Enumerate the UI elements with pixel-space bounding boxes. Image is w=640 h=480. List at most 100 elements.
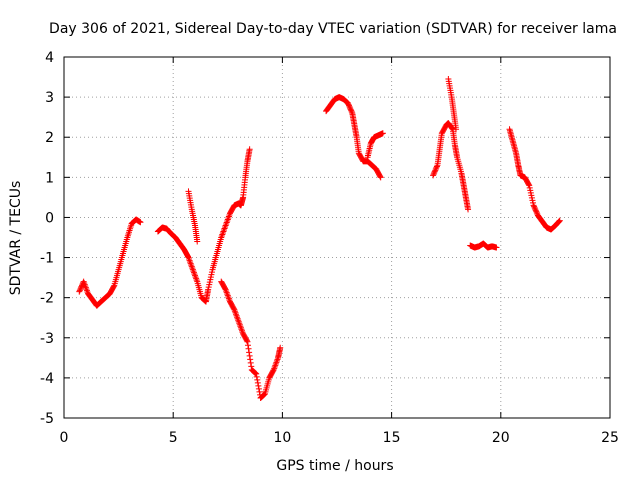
data-point [78, 283, 85, 290]
data-point [194, 238, 201, 245]
data-point [253, 373, 260, 380]
data-point [347, 105, 354, 112]
data-point [431, 169, 438, 176]
data-point [247, 356, 254, 363]
data-point [184, 253, 191, 260]
data-point [532, 207, 539, 214]
data-point [377, 174, 384, 181]
data-point [247, 359, 254, 366]
data-point [433, 164, 440, 171]
data-point [526, 184, 533, 191]
data-point [453, 126, 460, 133]
data-point [348, 107, 355, 114]
data-point [244, 338, 251, 345]
data-point [245, 345, 252, 352]
y-tick-label: -5 [40, 411, 54, 427]
data-point [205, 284, 212, 291]
y-tick-label: -1 [40, 251, 54, 267]
data-point [230, 305, 237, 312]
data-point [255, 382, 262, 389]
data-point [202, 298, 209, 305]
y-tick-label: -2 [40, 291, 54, 307]
data-point [254, 376, 261, 383]
data-point [432, 167, 439, 174]
data-point [430, 171, 437, 178]
data-point [433, 163, 440, 170]
data-point [206, 279, 213, 286]
data-point [260, 391, 267, 398]
chart-title: Day 306 of 2021, Sidereal Day-to-day VTE… [49, 21, 617, 37]
data-point [531, 204, 538, 211]
x-tick-label: 20 [492, 430, 510, 446]
data-point [525, 181, 532, 188]
data-point [377, 173, 384, 180]
x-tick-label: 25 [601, 430, 619, 446]
data-point [248, 363, 255, 370]
data-point [346, 102, 353, 109]
y-tick-label: 2 [45, 130, 54, 146]
data-point [555, 218, 562, 225]
data-point [348, 108, 355, 115]
data-point [430, 172, 437, 179]
data-point [208, 269, 215, 276]
data-point [530, 199, 537, 206]
data-point [110, 283, 117, 290]
data-point [493, 244, 500, 251]
data-point [207, 276, 214, 283]
x-tick-label: 5 [169, 430, 178, 446]
data-point [76, 287, 83, 294]
data-point [270, 367, 277, 374]
y-tick-label: 4 [45, 50, 54, 66]
data-points [76, 76, 563, 401]
data-point [277, 344, 284, 351]
data-point [344, 100, 351, 107]
y-tick-label: 1 [45, 170, 54, 186]
data-point [222, 285, 229, 292]
data-point [207, 274, 214, 281]
data-point [256, 388, 263, 395]
data-point [137, 219, 144, 226]
data-point [527, 189, 534, 196]
data-point [206, 281, 213, 288]
data-point [77, 286, 84, 293]
data-point [246, 349, 253, 356]
data-point [346, 103, 353, 110]
data-point [528, 194, 535, 201]
data-point [432, 166, 439, 173]
data-point [246, 146, 253, 153]
data-point [528, 192, 535, 199]
x-axis-label: GPS time / hours [276, 458, 393, 474]
data-point [252, 370, 259, 377]
data-point [379, 130, 386, 137]
data-point [556, 218, 563, 225]
data-point [526, 182, 533, 189]
data-point [205, 286, 212, 293]
data-point [253, 370, 260, 377]
data-point [533, 208, 540, 215]
data-point [255, 385, 262, 392]
data-point [449, 125, 456, 132]
y-tick-label: -3 [40, 331, 54, 347]
data-point [345, 101, 352, 108]
plot-frame [63, 56, 611, 419]
data-point [347, 106, 354, 113]
data-point [431, 168, 438, 175]
data-point [246, 352, 253, 359]
data-point [531, 203, 538, 210]
x-tick-label: 0 [60, 430, 69, 446]
x-tick-label: 15 [383, 430, 401, 446]
data-point [208, 271, 215, 278]
data-point [254, 379, 261, 386]
data-point [465, 206, 472, 213]
y-tick-label: 3 [45, 90, 54, 106]
data-point [532, 206, 539, 213]
data-point [243, 337, 250, 344]
data-point [245, 342, 252, 349]
y-axis-label: SDTVAR / TECUs [8, 181, 24, 296]
data-point [527, 187, 534, 194]
y-tick-label: -4 [40, 371, 54, 387]
data-point [76, 288, 83, 295]
axis-ticks [63, 56, 611, 419]
grid [64, 57, 610, 418]
x-tick-label: 10 [273, 430, 291, 446]
